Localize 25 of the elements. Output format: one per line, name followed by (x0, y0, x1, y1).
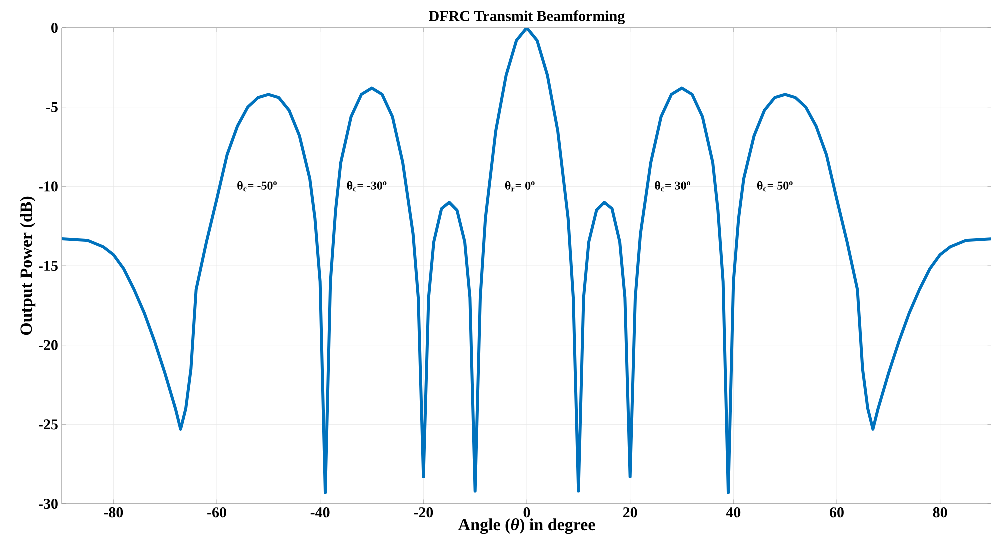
x-tick-label: 40 (726, 508, 741, 518)
y-tick-label: 0 (52, 22, 58, 34)
y-tick-label: -10 (39, 182, 58, 192)
x-tick-label: 20 (623, 508, 638, 518)
x-tick-label: -80 (104, 508, 124, 518)
x-tick-label: 80 (933, 508, 948, 518)
x-axis-title: Angle (θ) in degree (458, 518, 596, 534)
y-tick-label: -20 (39, 340, 58, 350)
x-tick-label: -40 (310, 508, 330, 518)
y-tick-label: -30 (39, 498, 58, 510)
y-tick-label: -15 (39, 260, 58, 272)
annotation: θ$_{r}$= 0$^{o}$ (505, 181, 535, 192)
x-tick-label: -20 (414, 508, 434, 518)
annotation: θ$_{c}$= 50$^{o}$ (757, 181, 793, 192)
x-tick-label: -60 (208, 508, 226, 518)
line-series (62, 28, 991, 494)
annotation: θ$_{c}$= -30$^{o}$ (347, 181, 387, 192)
chart-title: DFRC Transmit Beamforming (429, 10, 626, 24)
y-tick-label: -5 (46, 102, 58, 112)
y-tick-label: -25 (39, 420, 58, 430)
x-tick-label: 0 (524, 508, 530, 518)
annotation: θ$_{c}$= 30$^{o}$ (655, 181, 691, 192)
y-axis-title: Output Power (dB) (20, 196, 36, 336)
x-tick-label: 60 (830, 508, 844, 518)
annotation: θ$_{c}$= -50$^{o}$ (238, 181, 277, 192)
